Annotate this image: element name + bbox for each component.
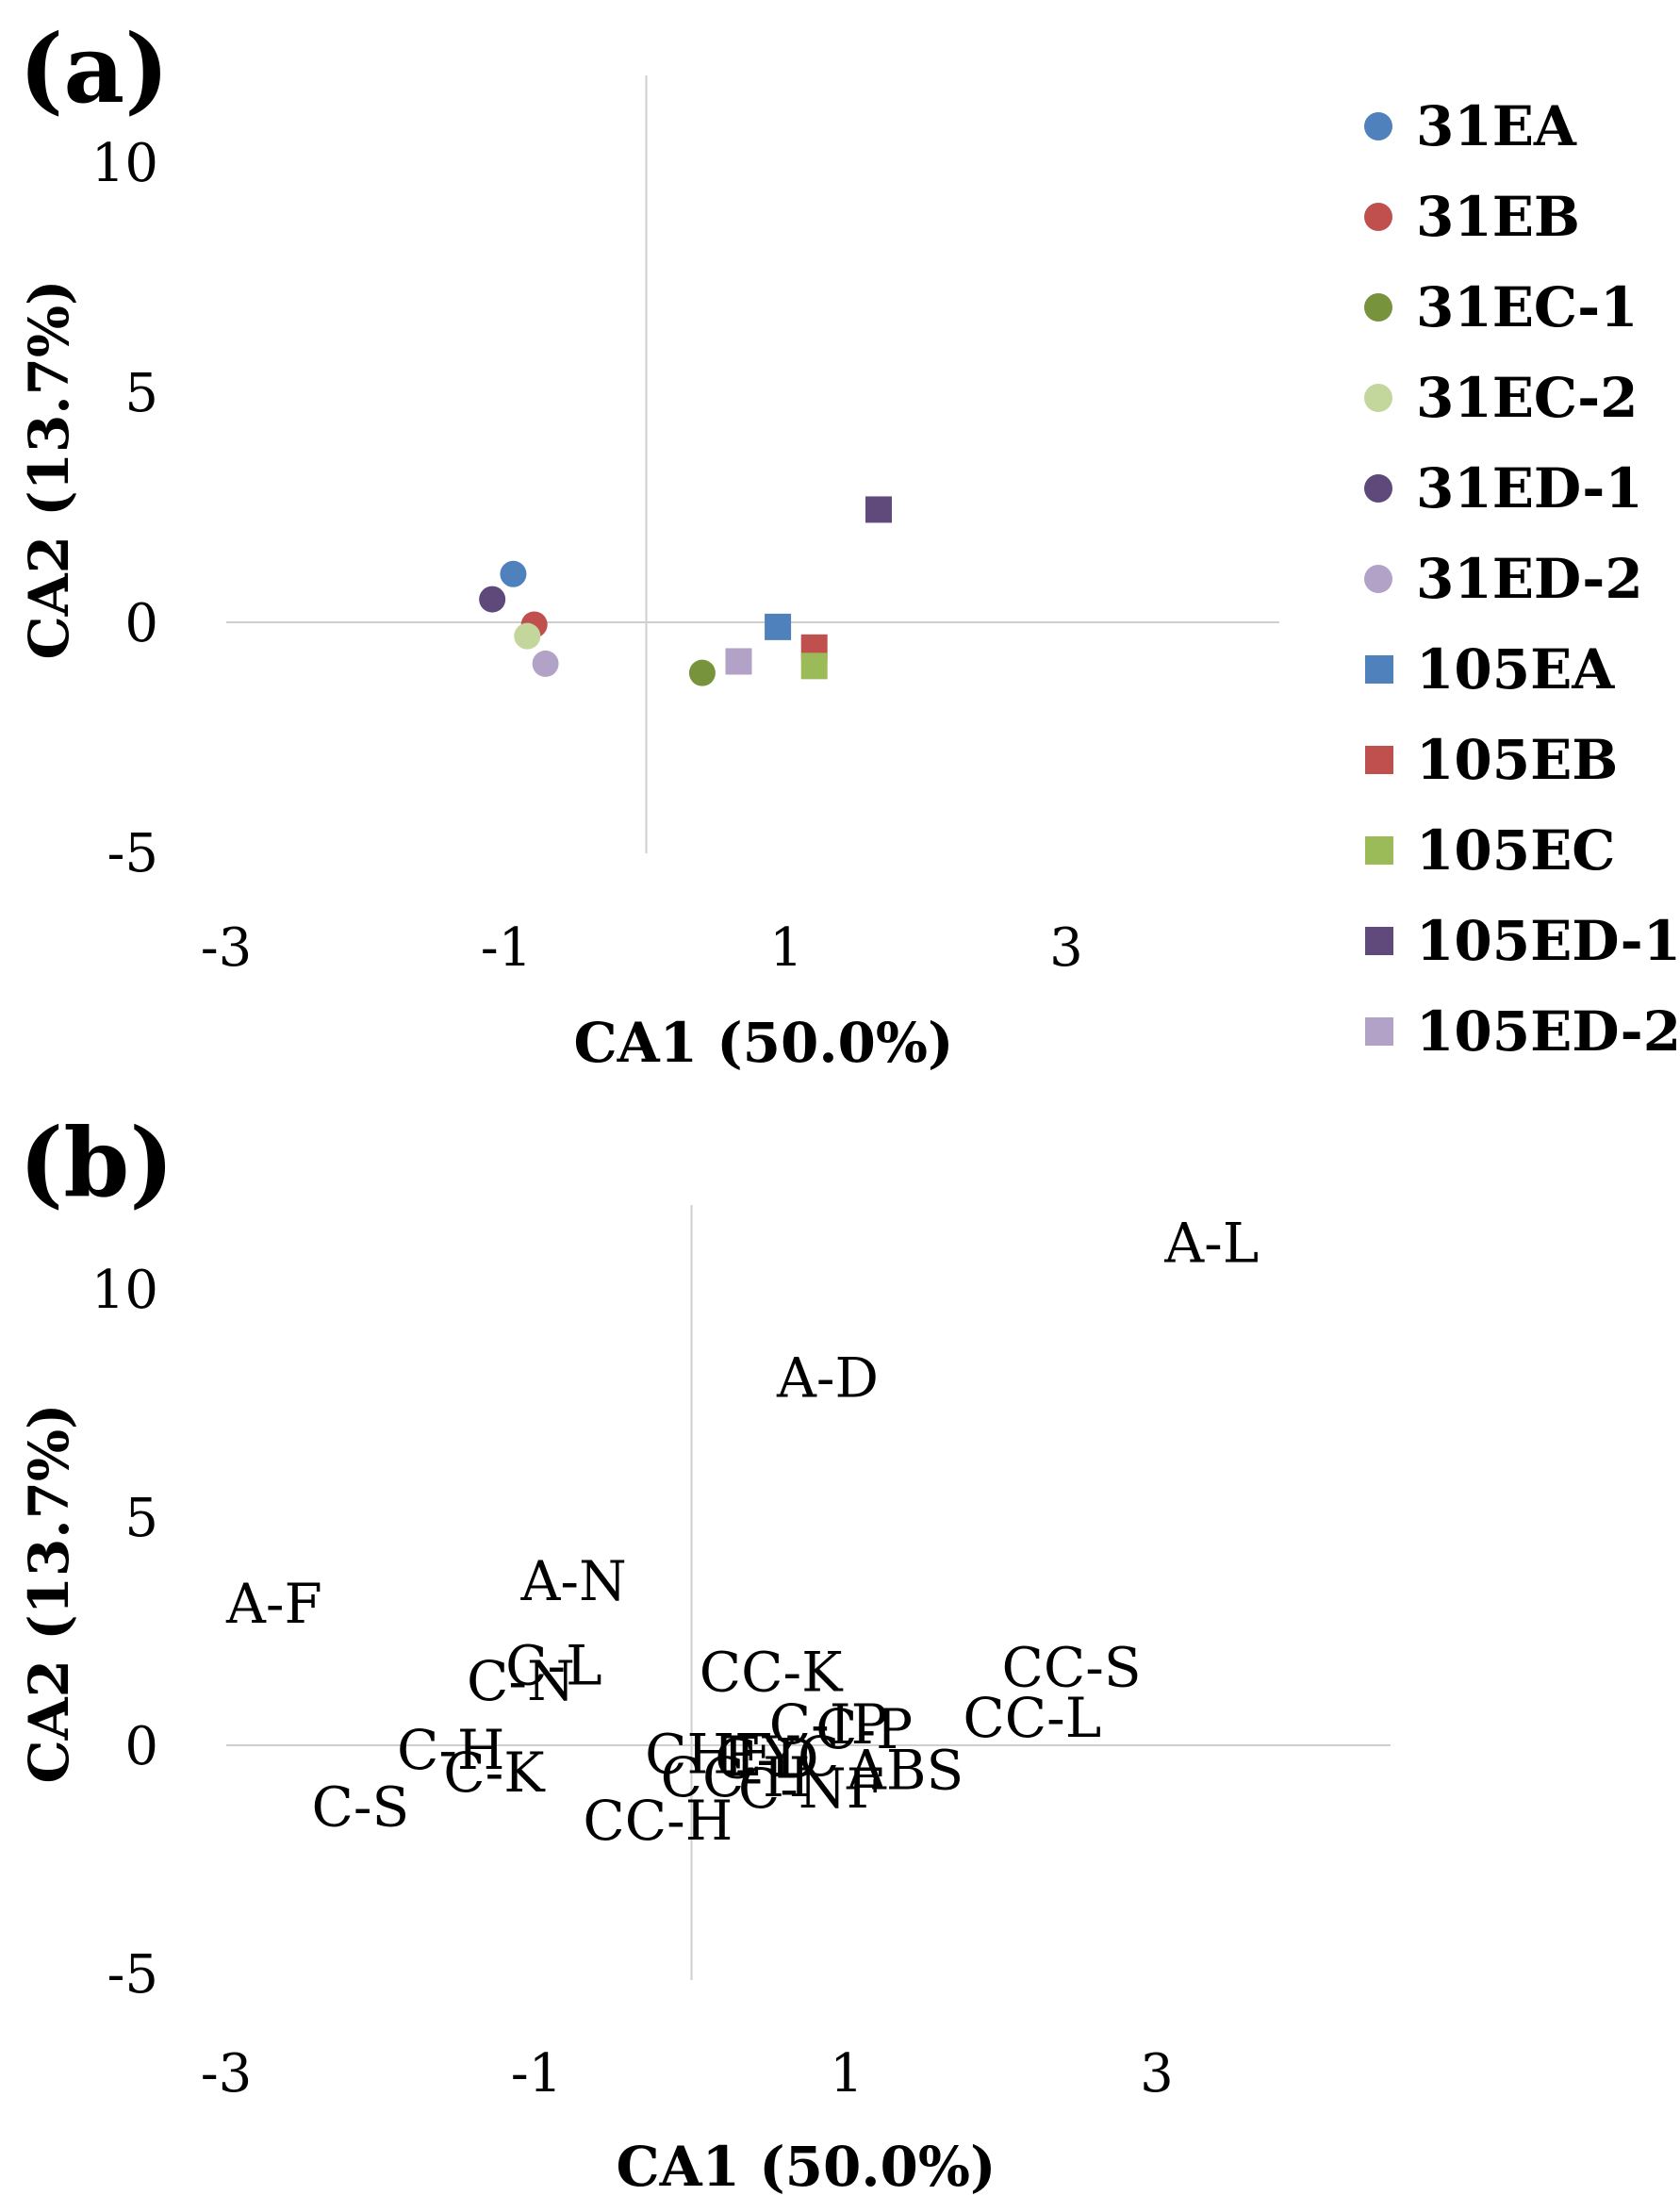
point-label-C-P: C-P <box>815 1697 913 1761</box>
point-label-CC-H: CC-H <box>583 1789 733 1853</box>
panel-b-y-tick-label: 10 <box>91 1260 158 1321</box>
legend-marker-31EB <box>1364 203 1392 231</box>
panel-a-x-tick-label: 3 <box>1049 917 1083 979</box>
legend-item-31EA: 31EA <box>1364 94 1577 158</box>
point-31ED-2 <box>532 650 559 677</box>
panel-a-y-axis-title: CA2 (13.7%) <box>17 280 81 660</box>
point-label-C-S: C-S <box>311 1775 409 1839</box>
panel-a-points <box>479 496 893 686</box>
legend-label-31EB: 31EB <box>1416 185 1580 249</box>
legend-item-31EC-1: 31EC-1 <box>1364 275 1639 339</box>
legend-marker-31EC-1 <box>1364 293 1392 322</box>
point-31EC-2 <box>514 622 541 650</box>
point-105ED-2 <box>725 648 752 675</box>
panel-a-y-tick-label: 5 <box>124 363 158 424</box>
panel-b-y-tick-label: 5 <box>124 1488 158 1549</box>
legend-marker-105ED-2 <box>1365 1017 1393 1046</box>
panel-b-x-ticks: -3 -1 1 3 <box>201 2043 1174 2105</box>
legend-item-105ED-1: 105ED-1 <box>1365 909 1680 973</box>
legend-marker-31EA <box>1364 112 1392 140</box>
panel-a-y-ticks: 10 5 0 -5 <box>91 133 158 884</box>
panel-b-y-tick-label: -5 <box>107 1944 158 2006</box>
legend-item-105EB: 105EB <box>1365 728 1618 792</box>
point-label-CC-S: CC-S <box>1002 1636 1142 1700</box>
legend-marker-31ED-1 <box>1364 474 1392 503</box>
point-label-CC-H: CC-H <box>661 1745 811 1809</box>
legend-label-105EC: 105EC <box>1416 818 1615 883</box>
legend-label-105EB: 105EB <box>1416 728 1618 792</box>
panel-b: (b) 10 5 0 -5 -3 -1 1 3 CA1 (50.0%) CA2 (13.7%… <box>17 1107 1391 2199</box>
legend-marker-105EC <box>1365 836 1393 865</box>
point-31ED-1 <box>479 586 506 613</box>
panel-a-legend: 31EA 31EB 31EC-1 31EC-2 31ED-1 31ED-2 105EA 105… <box>1364 94 1680 1064</box>
legend-label-105EA: 105EA <box>1416 637 1615 702</box>
legend-item-31EC-2: 31EC-2 <box>1364 366 1639 430</box>
panel-a-letter: (a) <box>19 13 169 124</box>
point-label-EYC: EYC <box>722 1725 839 1789</box>
panel-a-x-tick-label: -1 <box>481 917 533 979</box>
legend-label-31ED-2: 31ED-2 <box>1416 547 1643 611</box>
point-label-C-L: C-L <box>505 1633 602 1697</box>
panel-a-y-tick-label: 10 <box>91 133 158 194</box>
panel-b-axes-lines <box>226 1205 1391 1980</box>
legend-item-105ED-2: 105ED-2 <box>1365 999 1680 1064</box>
panel-a-x-tick-label: -3 <box>201 917 253 979</box>
point-label-CC-K: CC-K <box>700 1641 844 1705</box>
point-label-CHF: CHF <box>645 1723 772 1787</box>
point-label-ABS: ABS <box>846 1739 964 1803</box>
legend-marker-105ED-1 <box>1365 927 1393 955</box>
point-label-CC-L: CC-L <box>963 1686 1101 1750</box>
legend-label-31EA: 31EA <box>1416 94 1577 158</box>
panel-b-y-ticks: 10 5 0 -5 <box>91 1260 158 2006</box>
point-label-C-N: C-N <box>467 1649 575 1713</box>
point-label-C-H: C-H <box>397 1718 505 1782</box>
legend-label-31ED-1: 31ED-1 <box>1416 456 1643 520</box>
point-31EA <box>500 560 527 587</box>
legend-marker-31ED-2 <box>1364 565 1392 593</box>
panel-a-x-axis-title: CA1 (50.0%) <box>574 1011 954 1075</box>
panel-b-x-tick-label: -1 <box>511 2043 563 2105</box>
legend-label-31EC-2: 31EC-2 <box>1416 366 1639 430</box>
panel-a-y-tick-label: 0 <box>124 593 158 654</box>
legend-item-105EC: 105EC <box>1365 818 1615 883</box>
panel-b-point-labels: A-L A-D A-F A-N C-LC-NC-HC-K C-S CC-K CC-SCC-LA… <box>225 1212 1259 1853</box>
legend-marker-105EA <box>1365 655 1393 684</box>
panel-a-x-ticks: -3 -1 1 3 <box>201 917 1083 979</box>
panel-b-x-tick-label: 1 <box>830 2043 864 2105</box>
legend-item-31EB: 31EB <box>1364 185 1580 249</box>
panel-a: (a) 10 5 0 -5 -3 -1 1 3 CA1 (50.0%) CA2 (13.7%… <box>17 13 1680 1075</box>
point-105ED-1 <box>865 496 893 523</box>
point-105EA <box>765 613 792 640</box>
legend-item-31ED-1: 31ED-1 <box>1364 456 1643 520</box>
point-label-C-IP: C-IP <box>769 1692 888 1757</box>
point-label-A-N: A-N <box>520 1549 627 1613</box>
legend-item-31ED-2: 31ED-2 <box>1364 547 1643 611</box>
legend-label-105ED-1: 105ED-1 <box>1416 909 1680 973</box>
panel-a-y-tick-label: -5 <box>107 823 158 884</box>
panel-b-y-tick-label: 0 <box>124 1716 158 1777</box>
legend-label-105ED-2: 105ED-2 <box>1416 999 1680 1064</box>
panel-a-x-tick-label: 1 <box>769 917 803 979</box>
point-31EC-1 <box>688 659 716 686</box>
point-label-C-K: C-K <box>443 1741 546 1805</box>
legend-marker-31EC-2 <box>1364 384 1392 412</box>
panel-b-x-axis-title: CA1 (50.0%) <box>617 2135 996 2199</box>
point-label-A-L: A-L <box>1163 1212 1259 1276</box>
point-label-A-D: A-D <box>776 1345 879 1410</box>
panel-b-x-tick-label: 3 <box>1140 2043 1174 2105</box>
legend-marker-105EB <box>1365 746 1393 774</box>
panel-b-y-axis-title: CA2 (13.7%) <box>17 1404 81 1784</box>
legend-label-31EC-1: 31EC-1 <box>1416 275 1639 339</box>
legend-item-105EA: 105EA <box>1365 637 1615 702</box>
panel-a-axes-lines <box>226 75 1279 853</box>
panel-b-letter: (b) <box>19 1107 174 1218</box>
point-105EC <box>800 652 828 680</box>
point-label-A-F: A-F <box>225 1572 322 1636</box>
panel-b-x-tick-label: -3 <box>201 2043 253 2105</box>
point-label-C-D: C-D <box>715 1727 818 1791</box>
point-label-C-NF: C-NF <box>738 1757 884 1821</box>
